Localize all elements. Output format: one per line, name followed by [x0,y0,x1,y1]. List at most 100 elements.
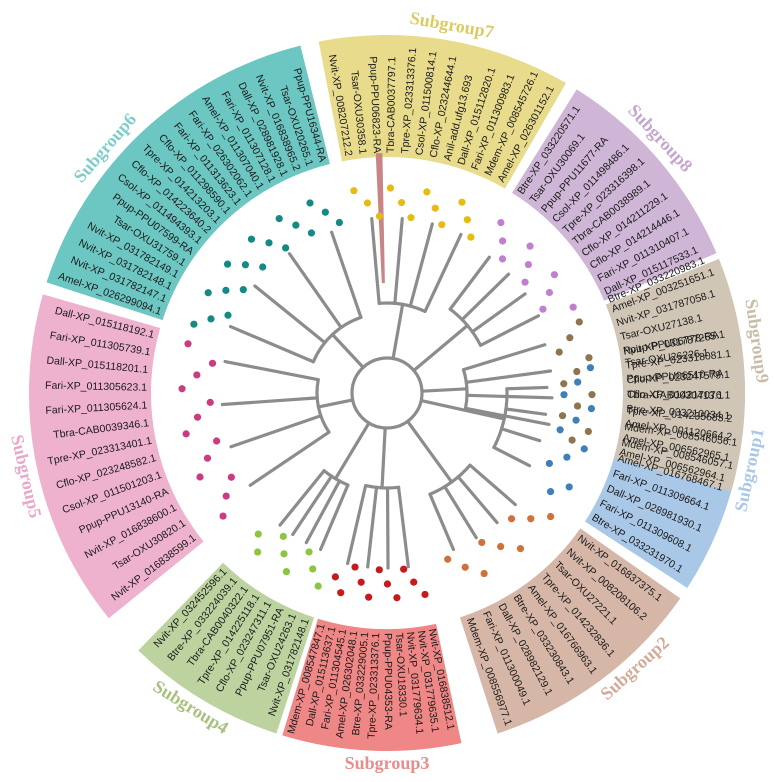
subgroup-ring-7 [318,34,566,189]
tip-dot [497,542,505,551]
tree-branch [228,324,315,364]
tip-dot [337,589,345,597]
leaf-label: Ppup-PPU06823-RA [367,56,383,153]
subgroup-title: Subgroup9 [741,298,773,385]
tip-dot [184,340,192,348]
subgroup-rings [29,34,745,751]
tip-dot [547,512,555,521]
tip-dot [545,459,553,468]
tip-dot [309,565,317,573]
tip-dot [499,237,507,245]
tip-dot [573,402,582,410]
tree-branch [396,485,410,569]
tip-dot [227,473,235,481]
tip-dot [213,437,221,445]
tree-branch [408,222,434,308]
tip-dot [400,565,408,573]
tip-dot [321,208,329,216]
leaf-label: Ppup-PPU04353-RA [382,633,394,730]
tree-branch [393,217,404,305]
tip-dot [546,488,555,496]
tree-branch [456,475,499,525]
tree-branch [220,396,319,407]
tip-dot [550,271,559,279]
tip-dot [307,229,316,237]
tip-dot [305,548,313,556]
tree-branch [330,230,363,319]
tip-dot [219,512,227,520]
tip-dot [586,364,595,372]
tip-dot [363,199,372,207]
tip-dot [558,412,567,420]
tip-dot [241,261,250,269]
tree-branch [405,419,454,484]
tree-branch [304,479,342,545]
tree-branches [220,217,554,570]
leaf-label: Fari-XP_011305623.1 [45,380,147,394]
tree-branch [377,301,427,314]
leaf-label: Cflo-XP_014217076.1 [627,389,731,402]
tip-dot [580,445,588,453]
tip-dot [575,318,583,326]
tree-root-arc [350,356,424,430]
tip-dot [254,548,262,556]
tip-dot [527,515,535,523]
leaf-label: Cflo-XP_023247579.1 [626,369,730,386]
tree-branch [253,284,327,345]
tree-branch [380,426,387,490]
tip-dot [526,242,534,250]
tip-dot [588,391,596,399]
tip-dot [259,263,267,271]
tip-dot [207,315,215,323]
tip-dot [563,453,571,461]
tree-branch [461,343,547,372]
tree-branch [464,369,553,384]
tip-dot [560,380,568,388]
tip-dot [478,538,486,547]
tip-dot [507,515,516,523]
tip-dot [350,187,358,195]
tip-dot [566,334,574,342]
tree-branch [492,387,509,450]
tree-branch [333,421,371,481]
leaf-label: Tbra-CAB0037797.1 [385,56,399,153]
tip-dot [239,286,247,294]
subgroup-ring-4 [138,562,315,734]
tip-dot [584,427,592,436]
tip-dot [182,430,190,438]
tip-dot [386,184,395,192]
tip-dot [461,563,469,571]
tree-branch [448,307,483,347]
tip-dot [458,198,466,206]
tip-dot [572,416,580,424]
tip-dot [444,555,452,563]
leaf-label: Tbra-CAB0030413.1 [627,389,724,402]
tip-dot [516,545,525,553]
tip-dot [275,215,283,223]
tip-dot [265,239,273,247]
subgroup-ring-2 [459,528,681,734]
tip-dot [224,311,232,319]
tip-dots [178,184,596,602]
tip-dot [555,348,563,356]
tip-dot [410,578,418,586]
tip-dot [524,260,532,269]
tree-branch [291,474,334,537]
tip-dot [306,199,314,207]
tip-dot [574,378,582,386]
tip-dot [545,288,554,297]
tip-dot [222,492,230,500]
tree-branch [428,463,472,496]
tip-dot [331,573,339,581]
tree-branch [460,272,511,322]
tree-branch [287,252,343,330]
tree-branch [461,368,469,410]
tip-dot [365,593,373,601]
tip-dot [190,320,198,328]
tip-dot [282,568,291,576]
leaf-label: Tsar-OXU18330.1 [393,632,409,717]
tree-branch [420,387,469,393]
tree-branch [478,314,541,347]
tree-branch [370,217,381,305]
leaf-label: Tpre-XP_023313376.1 [366,632,383,739]
